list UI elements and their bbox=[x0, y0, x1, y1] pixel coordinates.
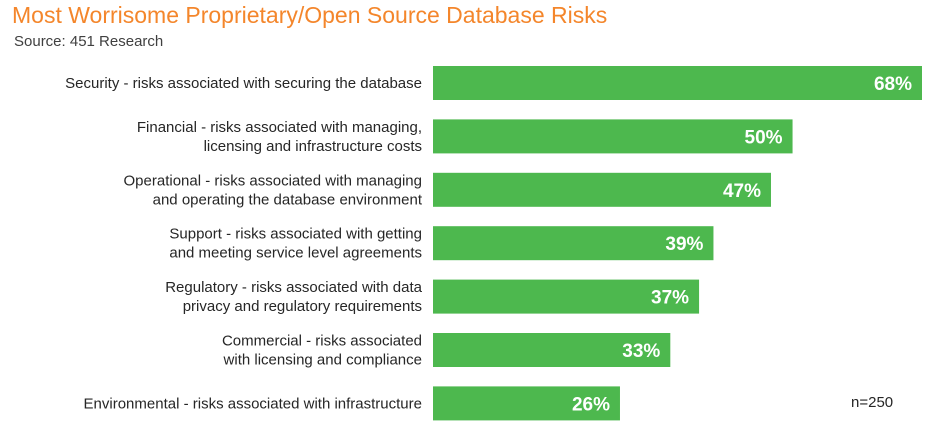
bar-value-label: 37% bbox=[651, 288, 689, 309]
category-label: Regulatory - risks associated with data bbox=[165, 279, 422, 296]
bar-value-label: 47% bbox=[723, 181, 761, 202]
chart-title: Most Worrisome Proprietary/Open Source D… bbox=[12, 2, 608, 28]
bar bbox=[433, 66, 922, 100]
category-label: and meeting service level agreements bbox=[169, 245, 422, 262]
category-label: Financial - risks associated with managi… bbox=[137, 119, 422, 136]
sample-size-note: n=250 bbox=[851, 394, 894, 411]
category-label: with licensing and compliance bbox=[223, 352, 422, 369]
category-label: licensing and infrastructure costs bbox=[204, 138, 422, 155]
category-label: Commercial - risks associated bbox=[222, 333, 422, 350]
category-label: privacy and regulatory requirements bbox=[183, 298, 422, 315]
bar bbox=[433, 333, 671, 367]
bar-value-label: 39% bbox=[665, 234, 703, 255]
bar-value-label: 33% bbox=[622, 341, 660, 362]
category-label: Environmental - risks associated with in… bbox=[84, 395, 422, 412]
bar bbox=[433, 226, 714, 261]
chart-subtitle: Source: 451 Research bbox=[14, 33, 164, 50]
bar bbox=[433, 119, 793, 154]
bar bbox=[433, 279, 700, 314]
category-label: Operational - risks associated with mana… bbox=[124, 172, 422, 189]
category-label: and operating the database environment bbox=[153, 191, 423, 208]
bar-value-label: 68% bbox=[874, 74, 912, 95]
category-label: Security - risks associated with securin… bbox=[65, 75, 422, 92]
bar bbox=[433, 386, 620, 421]
bar-value-label: 26% bbox=[572, 394, 610, 415]
bar-value-label: 50% bbox=[745, 127, 783, 148]
bar bbox=[433, 172, 771, 207]
category-label: Support - risks associated with getting bbox=[169, 226, 422, 243]
